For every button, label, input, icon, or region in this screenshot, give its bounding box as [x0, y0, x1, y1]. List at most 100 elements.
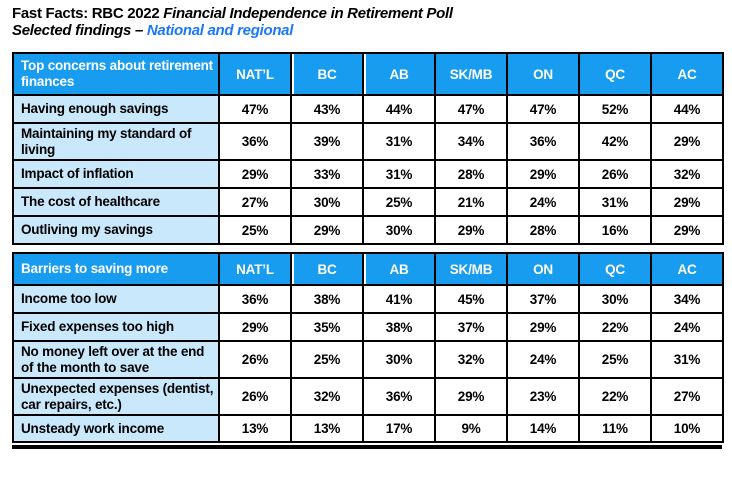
value-cell: 25% — [218, 215, 292, 245]
value-cell: 37% — [506, 284, 580, 314]
barriers-table-wrapper: Barriers to saving more NAT’L BC AB SK/M… — [12, 252, 724, 449]
page-title: Fast Facts: RBC 2022 Financial Independe… — [12, 5, 453, 39]
row-label: Fixed expenses too high — [12, 312, 220, 342]
value-cell: 29% — [506, 312, 580, 342]
results-table-barriers: Barriers to saving more NAT’L BC AB SK/M… — [12, 252, 724, 443]
value-cell: 29% — [650, 122, 724, 161]
title-line2-accent: National and regional — [146, 22, 294, 39]
value-cell: 13% — [290, 414, 364, 443]
value-cell: 21% — [434, 187, 508, 217]
row-label: Outliving my savings — [12, 215, 220, 245]
value-cell: 29% — [650, 215, 724, 245]
value-cell: 16% — [578, 215, 652, 245]
value-cell: 29% — [434, 377, 508, 416]
value-cell: 27% — [218, 187, 292, 217]
value-cell: 26% — [218, 340, 292, 379]
value-cell: 29% — [290, 215, 364, 245]
value-cell: 47% — [506, 94, 580, 124]
value-cell: 30% — [578, 284, 652, 314]
value-cell: 36% — [218, 284, 292, 314]
value-cell: 27% — [650, 377, 724, 416]
column-header-ab: AB — [362, 52, 436, 96]
column-header-ab: AB — [362, 252, 436, 286]
title-line1-prefix: Fast Facts: RBC 2022 — [12, 5, 160, 22]
value-cell: 32% — [650, 159, 724, 189]
row-label: Maintaining my standard of living — [12, 122, 220, 161]
value-cell: 30% — [362, 340, 436, 379]
column-header-ac: AC — [650, 52, 724, 96]
table-row: Fixed expenses too high 29% 35% 38% 37% … — [12, 312, 724, 342]
table-row: No money left over at the end of the mon… — [12, 340, 724, 379]
value-cell: 26% — [578, 159, 652, 189]
value-cell: 44% — [650, 94, 724, 124]
value-cell: 22% — [578, 312, 652, 342]
value-cell: 29% — [650, 187, 724, 217]
value-cell: 25% — [578, 340, 652, 379]
value-cell: 36% — [218, 122, 292, 161]
value-cell: 30% — [290, 187, 364, 217]
value-cell: 36% — [362, 377, 436, 416]
section-header-top-concerns: Top concerns about retirement finances — [12, 52, 220, 96]
value-cell: 24% — [650, 312, 724, 342]
section-header-barriers: Barriers to saving more — [12, 252, 220, 286]
value-cell: 26% — [218, 377, 292, 416]
column-header-qc: QC — [578, 52, 652, 96]
value-cell: 25% — [290, 340, 364, 379]
value-cell: 38% — [362, 312, 436, 342]
value-cell: 38% — [290, 284, 364, 314]
row-label: Having enough savings — [12, 94, 220, 124]
value-cell: 9% — [434, 414, 508, 443]
row-label: The cost of healthcare — [12, 187, 220, 217]
value-cell: 31% — [578, 187, 652, 217]
tables-area: Top concerns about retirement finances N… — [12, 52, 724, 449]
table-row: Maintaining my standard of living 36% 39… — [12, 122, 724, 161]
value-cell: 30% — [362, 215, 436, 245]
value-cell: 24% — [506, 187, 580, 217]
column-header-skmb: SK/MB — [434, 252, 508, 286]
value-cell: 23% — [506, 377, 580, 416]
row-label: No money left over at the end of the mon… — [12, 340, 220, 379]
column-header-natl: NAT’L — [218, 52, 292, 96]
value-cell: 31% — [362, 122, 436, 161]
value-cell: 24% — [506, 340, 580, 379]
title-line2-prefix: Selected findings – — [12, 22, 143, 39]
value-cell: 35% — [290, 312, 364, 342]
row-label: Unexpected expenses (dentist, car repair… — [12, 377, 220, 416]
value-cell: 10% — [650, 414, 724, 443]
value-cell: 25% — [362, 187, 436, 217]
title-line1: Fast Facts: RBC 2022 Financial Independe… — [12, 5, 453, 22]
value-cell: 11% — [578, 414, 652, 443]
value-cell: 36% — [506, 122, 580, 161]
value-cell: 29% — [506, 159, 580, 189]
value-cell: 45% — [434, 284, 508, 314]
value-cell: 31% — [362, 159, 436, 189]
column-header-skmb: SK/MB — [434, 52, 508, 96]
value-cell: 43% — [290, 94, 364, 124]
value-cell: 33% — [290, 159, 364, 189]
value-cell: 29% — [218, 312, 292, 342]
table-row: Having enough savings 47% 43% 44% 47% 47… — [12, 94, 724, 124]
value-cell: 37% — [434, 312, 508, 342]
value-cell: 32% — [290, 377, 364, 416]
value-cell: 13% — [218, 414, 292, 443]
value-cell: 29% — [434, 215, 508, 245]
table-row: Impact of inflation 29% 33% 31% 28% 29% … — [12, 159, 724, 189]
value-cell: 28% — [434, 159, 508, 189]
value-cell: 47% — [434, 94, 508, 124]
table-row: Unexpected expenses (dentist, car repair… — [12, 377, 724, 416]
value-cell: 28% — [506, 215, 580, 245]
row-label: Unsteady work income — [12, 414, 220, 443]
value-cell: 29% — [218, 159, 292, 189]
value-cell: 32% — [434, 340, 508, 379]
table-row: Income too low 36% 38% 41% 45% 37% 30% 3… — [12, 284, 724, 314]
row-label: Impact of inflation — [12, 159, 220, 189]
title-line1-italic: Financial Independence in Retirement Pol… — [163, 5, 453, 22]
column-header-on: ON — [506, 252, 580, 286]
value-cell: 41% — [362, 284, 436, 314]
value-cell: 44% — [362, 94, 436, 124]
column-header-bc: BC — [290, 252, 364, 286]
table-header-row: Top concerns about retirement finances N… — [12, 52, 724, 96]
value-cell: 39% — [290, 122, 364, 161]
value-cell: 31% — [650, 340, 724, 379]
